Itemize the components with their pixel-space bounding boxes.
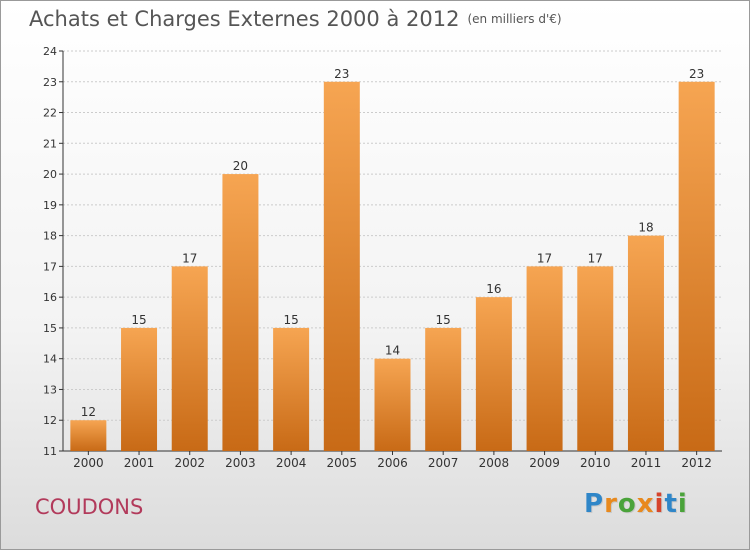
bar [171,266,208,451]
x-tick-label: 2012 [681,456,712,470]
logo-letter: i [654,489,665,519]
bar-value-label: 15 [436,313,451,327]
bar [678,81,715,452]
logo-letter: o [617,489,637,519]
y-tick-label: 21 [43,137,57,150]
x-tick-label: 2011 [631,456,662,470]
x-tick-label: 2008 [479,456,510,470]
logo-letter: t [664,489,678,519]
bar [222,174,259,452]
x-tick-label: 2007 [428,456,459,470]
x-tick-label: 2003 [225,456,256,470]
chart-title-text: Achats et Charges Externes 2000 à 2012 [29,7,460,31]
y-tick-label: 12 [43,414,57,427]
bar-value-label: 20 [233,159,248,173]
y-tick-label: 24 [43,45,57,58]
bar-value-label: 17 [537,251,552,265]
x-tick-label: 2009 [529,456,560,470]
bar [577,266,614,451]
bar-value-label: 17 [182,251,197,265]
bar-value-label: 15 [131,313,146,327]
bar-value-label: 12 [81,405,96,419]
bar [273,327,310,451]
x-tick-label: 2010 [580,456,611,470]
bar [526,266,563,451]
x-tick-label: 2005 [327,456,358,470]
proxiti-logo: Proxiti [584,489,688,519]
x-tick-label: 2002 [174,456,205,470]
y-tick-label: 19 [43,199,57,212]
logo-letter: x [636,489,655,519]
y-tick-label: 13 [43,383,57,396]
bar [121,327,158,451]
bar-value-label: 15 [283,313,298,327]
y-tick-label: 15 [43,322,57,335]
bar-value-label: 17 [588,251,603,265]
bar-value-label: 14 [385,344,400,358]
logo-letter: P [584,489,605,519]
y-tick-label: 23 [43,76,57,89]
location-label: COUDONS [35,495,144,519]
bar [323,81,360,452]
x-tick-label: 2006 [377,456,408,470]
bar-value-label: 18 [638,221,653,235]
logo-letter: i [677,489,688,519]
chart-unit-note: (en milliers d'€) [467,12,562,26]
bar-value-label: 23 [334,67,349,81]
bar [475,297,512,451]
y-tick-label: 22 [43,107,57,120]
y-tick-label: 14 [43,353,57,366]
bar [627,235,664,451]
y-tick-label: 11 [43,445,57,458]
y-tick-label: 17 [43,260,57,273]
y-tick-label: 18 [43,230,57,243]
x-tick-label: 2000 [73,456,104,470]
bar-value-label: 23 [689,67,704,81]
x-tick-label: 2001 [124,456,155,470]
y-tick-label: 20 [43,168,57,181]
bar [70,420,107,451]
x-tick-label: 2004 [276,456,307,470]
logo-letter: r [604,489,618,519]
bar [374,358,411,451]
bar [425,327,462,451]
y-tick-label: 16 [43,291,57,304]
bar-value-label: 16 [486,282,501,296]
chart-title: Achats et Charges Externes 2000 à 2012 (e… [29,7,562,31]
